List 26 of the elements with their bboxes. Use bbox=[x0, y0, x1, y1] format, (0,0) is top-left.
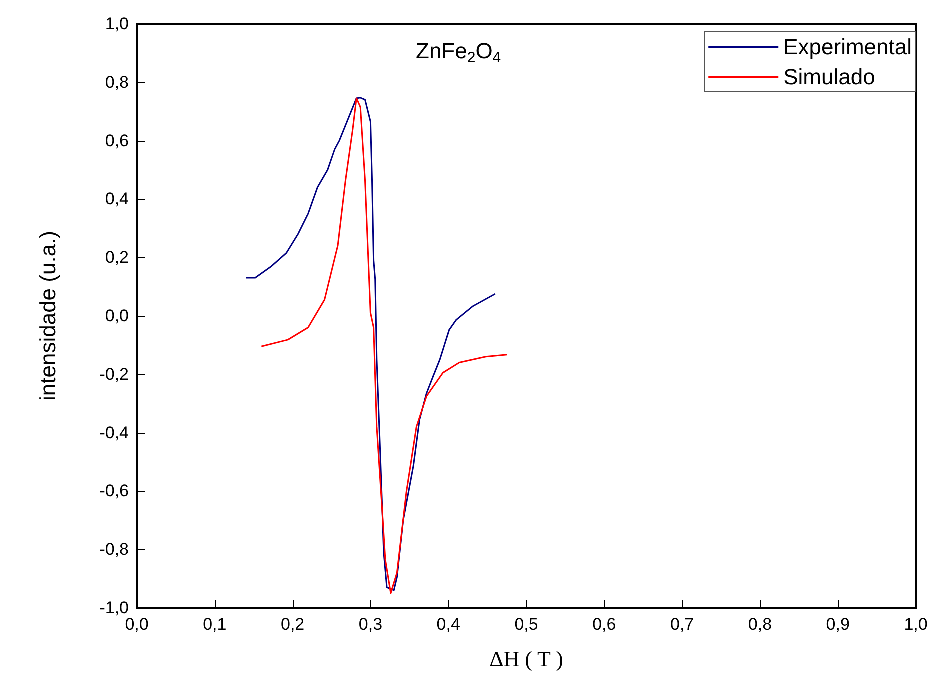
y-tick-label: 0,0 bbox=[105, 306, 129, 326]
y-tick-label: 0,4 bbox=[105, 190, 129, 209]
y-axis-title: intensidade (u.a.) bbox=[36, 231, 60, 401]
x-tick-label: 1,0 bbox=[904, 615, 928, 634]
legend-label: Simulado bbox=[784, 64, 876, 90]
x-tick-label: 0,3 bbox=[358, 615, 383, 634]
x-axis-title: ΔH ( T ) bbox=[490, 646, 564, 672]
y-tick-label: 0,2 bbox=[105, 248, 129, 268]
x-tick-label: 0,4 bbox=[436, 615, 460, 634]
x-tick-label: 0,5 bbox=[514, 615, 538, 634]
y-tick-label: -0,8 bbox=[100, 540, 129, 560]
x-tick-label: 0,8 bbox=[748, 615, 772, 634]
y-tick-label: 1,0 bbox=[105, 14, 129, 34]
y-tick-label: 0,8 bbox=[105, 72, 129, 92]
x-tick-label: 0,9 bbox=[826, 615, 850, 634]
y-tick-label: -1,0 bbox=[100, 598, 129, 618]
x-tick-label: 0,1 bbox=[203, 615, 227, 634]
x-tick-label: 0,2 bbox=[280, 615, 305, 634]
x-tick-label: 0,6 bbox=[592, 615, 616, 634]
y-tick-label: -0,2 bbox=[100, 364, 129, 384]
x-tick-label: 0,7 bbox=[670, 615, 694, 634]
y-tick-label: -0,4 bbox=[100, 423, 129, 442]
legend-label: Experimental bbox=[784, 34, 912, 60]
y-tick-label: -0,6 bbox=[100, 482, 129, 501]
y-tick-label: 0,6 bbox=[105, 131, 129, 150]
x-tick-label: 0,0 bbox=[125, 615, 149, 634]
